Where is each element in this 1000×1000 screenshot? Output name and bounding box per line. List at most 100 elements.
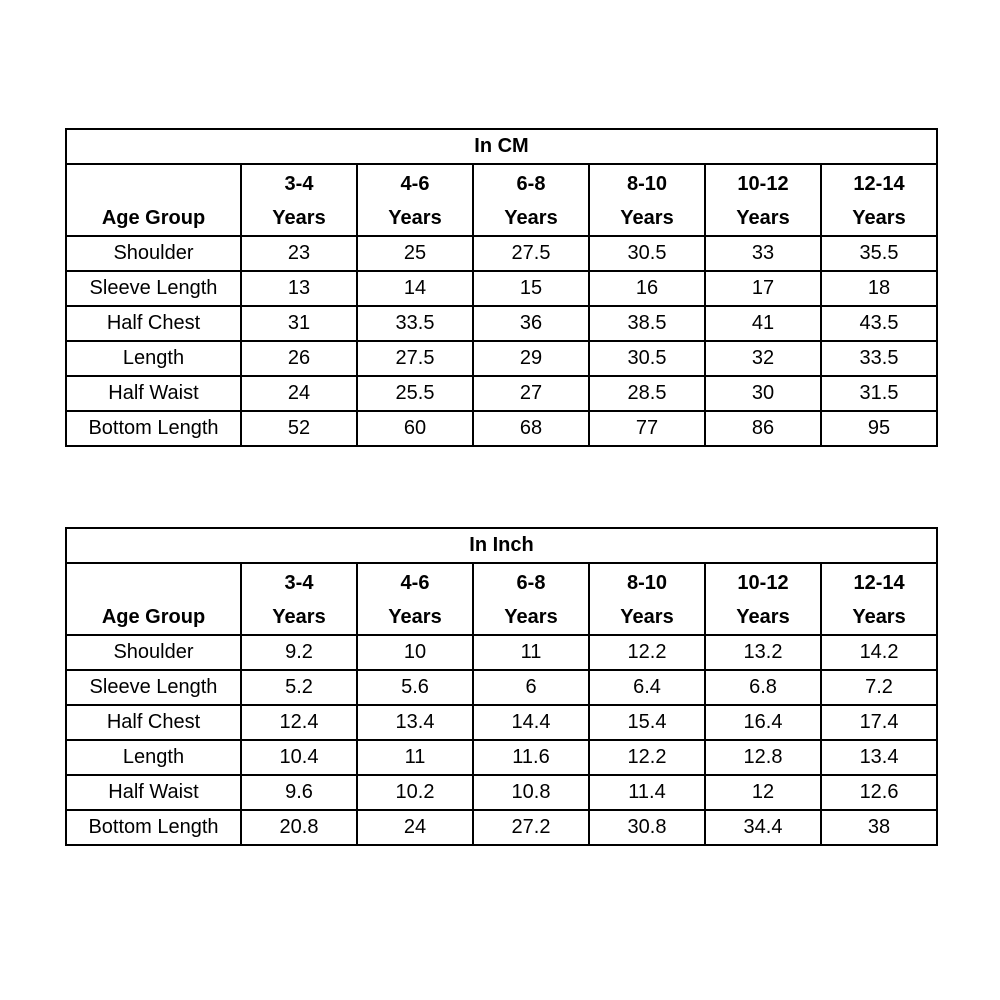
age-range-label: 6-8: [516, 572, 546, 594]
years-label: Years: [504, 606, 558, 628]
years-label: Years: [736, 606, 790, 628]
measurement-value: 38: [819, 809, 939, 846]
measurement-value: 7.2: [819, 669, 939, 706]
measurement-value: 13.4: [819, 739, 939, 776]
age-range-label: 4-6: [400, 173, 430, 195]
measurement-value: 52: [240, 410, 358, 447]
measurement-value: 11.6: [472, 739, 590, 776]
age-range-label: 3-4: [284, 173, 314, 195]
table-title: In Inch: [64, 527, 939, 564]
measurement-value: 41: [704, 305, 822, 342]
measurement-label: Half Chest: [65, 704, 242, 741]
measurement-value: 25.5: [356, 375, 474, 412]
table-row: Length 26 27.5 29 30.5 32 33.5: [65, 340, 938, 377]
measurement-value: 10.8: [472, 774, 590, 811]
measurement-value: 27: [472, 375, 590, 412]
table-row: Sleeve Length 13 14 15 16 17 18: [65, 270, 938, 307]
measurement-value: 30.8: [588, 809, 706, 846]
table-row: Sleeve Length 5.2 5.6 6 6.4 6.8 7.2: [65, 669, 939, 706]
measurement-value: 77: [588, 410, 706, 447]
measurement-value: 15: [472, 270, 590, 307]
measurement-value: 11.4: [588, 774, 706, 811]
table-row: Bottom Length 20.8 24 27.2 30.8 34.4 38: [65, 809, 939, 846]
table-row: Shoulder 9.2 10 11 12.2 13.2 14.2: [65, 634, 939, 671]
measurement-value: 20.8: [240, 809, 358, 846]
measurement-value: 33.5: [820, 340, 938, 377]
measurement-value: 16: [588, 270, 706, 307]
measurement-value: 12.2: [588, 634, 706, 671]
table-row: Half Chest 12.4 13.4 14.4 15.4 16.4 17.4: [65, 704, 939, 741]
measurement-value: 86: [704, 410, 822, 447]
age-column-header: 8-10 Years: [588, 562, 706, 636]
measurement-label: Length: [65, 739, 242, 776]
measurement-value: 31: [240, 305, 358, 342]
age-column-header: 6-8 Years: [472, 562, 590, 636]
years-label: Years: [736, 207, 790, 229]
table-row: Shoulder 23 25 27.5 30.5 33 35.5: [65, 235, 938, 272]
measurement-value: 12.6: [819, 774, 939, 811]
measurement-value: 95: [820, 410, 938, 447]
age-range-label: 12-14: [853, 572, 905, 594]
measurement-label: Shoulder: [65, 235, 242, 272]
measurement-value: 16.4: [704, 704, 822, 741]
age-column-header: 3-4 Years: [240, 163, 358, 237]
age-column-header: 12-14 Years: [819, 562, 939, 636]
measurement-label: Sleeve Length: [65, 669, 242, 706]
age-column-header: 8-10 Years: [588, 163, 706, 237]
measurement-value: 13: [240, 270, 358, 307]
table-row: Bottom Length 52 60 68 77 86 95: [65, 410, 938, 447]
measurement-value: 24: [240, 375, 358, 412]
measurement-label: Length: [65, 340, 242, 377]
measurement-label: Half Waist: [65, 774, 242, 811]
age-column-header: 3-4 Years: [240, 562, 358, 636]
measurement-value: 31.5: [820, 375, 938, 412]
measurement-value: 11: [472, 634, 590, 671]
age-column-header: 4-6 Years: [356, 562, 474, 636]
age-group-header: Age Group: [65, 163, 242, 237]
measurement-value: 12.8: [704, 739, 822, 776]
size-table-cm: In CM Age Group 3-4 Years 4-6 Years 6-8 Years 8-…: [65, 128, 938, 447]
measurement-value: 27.5: [356, 340, 474, 377]
age-column-header: 6-8 Years: [472, 163, 590, 237]
measurement-value: 34.4: [704, 809, 822, 846]
measurement-value: 9.6: [240, 774, 358, 811]
measurement-value: 10: [356, 634, 474, 671]
measurement-value: 43.5: [820, 305, 938, 342]
measurement-value: 27.2: [472, 809, 590, 846]
years-label: Years: [272, 606, 326, 628]
age-column-header: 12-14 Years: [820, 163, 938, 237]
measurement-value: 23: [240, 235, 358, 272]
years-label: Years: [388, 207, 442, 229]
measurement-value: 5.2: [240, 669, 358, 706]
measurement-value: 32: [704, 340, 822, 377]
age-range-label: 8-10: [626, 572, 668, 594]
table-header-row: Age Group 3-4 Years 4-6 Years 6-8 Years 8-10 Yea…: [65, 163, 938, 237]
measurement-label: Half Chest: [65, 305, 242, 342]
age-range-label: 10-12: [737, 572, 789, 594]
table-row: Half Waist 9.6 10.2 10.8 11.4 12 12.6: [65, 774, 939, 811]
table-header-row: Age Group 3-4 Years 4-6 Years 6-8 Years 8-10 Yea…: [65, 562, 939, 636]
measurement-value: 28.5: [588, 375, 706, 412]
measurement-value: 5.6: [356, 669, 474, 706]
years-label: Years: [620, 207, 674, 229]
measurement-label: Sleeve Length: [65, 270, 242, 307]
measurement-value: 68: [472, 410, 590, 447]
years-label: Years: [504, 207, 558, 229]
measurement-label: Bottom Length: [65, 410, 242, 447]
measurement-value: 33.5: [356, 305, 474, 342]
measurement-value: 10.2: [356, 774, 474, 811]
measurement-label: Shoulder: [65, 634, 242, 671]
measurement-value: 30.5: [588, 235, 706, 272]
years-label: Years: [852, 606, 906, 628]
measurement-value: 38.5: [588, 305, 706, 342]
measurement-label: Bottom Length: [65, 809, 242, 846]
measurement-value: 60: [356, 410, 474, 447]
measurement-value: 15.4: [588, 704, 706, 741]
age-range-label: 3-4: [284, 572, 314, 594]
measurement-label: Half Waist: [65, 375, 242, 412]
years-label: Years: [620, 606, 674, 628]
years-label: Years: [272, 207, 326, 229]
measurement-value: 17.4: [819, 704, 939, 741]
age-range-label: 10-12: [737, 173, 789, 195]
